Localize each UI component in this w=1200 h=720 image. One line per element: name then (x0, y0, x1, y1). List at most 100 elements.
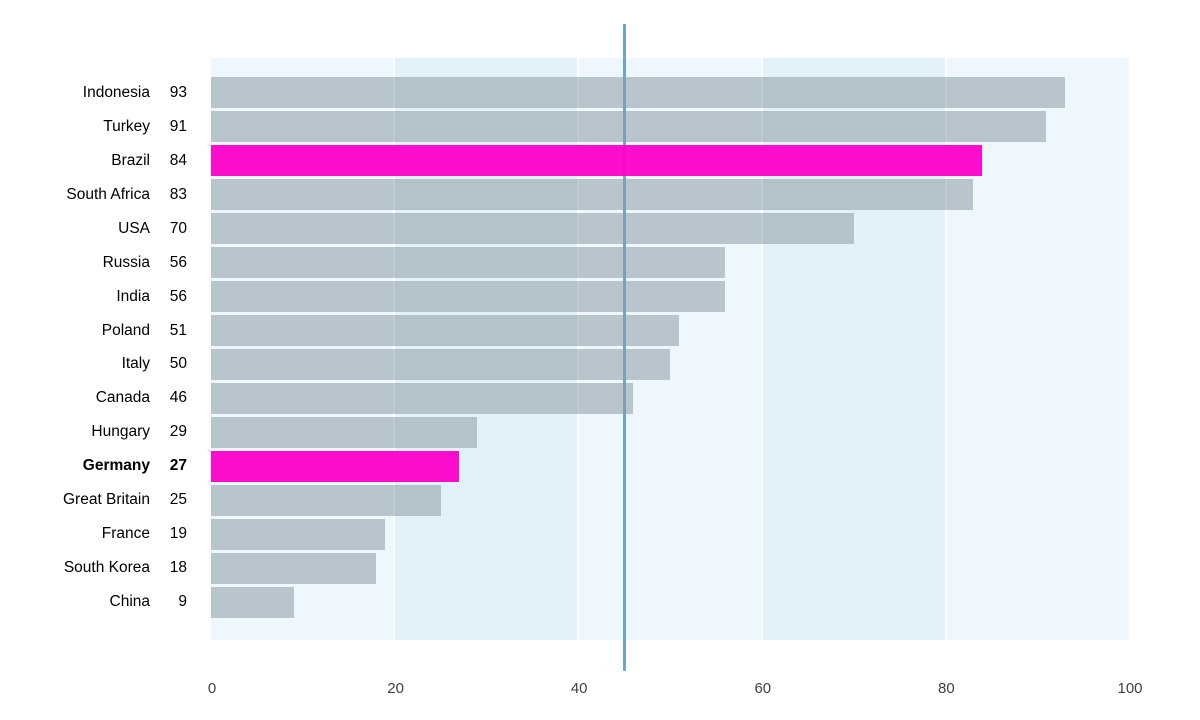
row-label-cell: Hungary 29 (0, 423, 211, 441)
bar (211, 484, 441, 516)
row-country-label: Great Britain (62, 491, 150, 509)
row-value-label: 56 (169, 287, 187, 305)
bar (211, 179, 973, 211)
row-value-label: 46 (169, 389, 187, 407)
bar-track (211, 315, 1129, 347)
row-country-label: South Korea (63, 559, 150, 577)
row-country-label: Indonesia (82, 83, 150, 101)
bar-row: Russia 56 (0, 246, 1129, 280)
row-country-label: Brazil (111, 151, 150, 169)
row-value-label: 50 (169, 355, 187, 373)
bar (211, 77, 1065, 109)
row-label-cell: USA 70 (0, 220, 211, 238)
bar-row: Indonesia 93 (0, 76, 1129, 110)
row-label-cell: Brazil 84 (0, 152, 211, 170)
row-label-cell: Turkey 91 (0, 118, 211, 136)
bar (211, 247, 726, 279)
row-label-cell: Indonesia 93 (0, 84, 211, 102)
bar-row: South Africa 83 (0, 178, 1129, 212)
row-label-cell: Canada 46 (0, 389, 211, 407)
bar-row: France 19 (0, 517, 1129, 551)
bar (211, 111, 1047, 143)
bar-track (211, 348, 1129, 380)
row-label-cell: Poland 51 (0, 322, 211, 340)
row-value-label: 70 (169, 219, 187, 237)
row-value-label: 29 (169, 423, 187, 441)
bar-track (211, 484, 1129, 516)
row-label-cell: Russia 56 (0, 254, 211, 272)
row-value-label: 19 (169, 525, 187, 543)
row-value-label: 25 (169, 491, 187, 509)
x-tick-label: 20 (387, 680, 404, 697)
bar-track (211, 450, 1129, 482)
row-value-label: 56 (169, 253, 187, 271)
bar-row: Poland 51 (0, 314, 1129, 348)
bar-rows: Indonesia 93 Turkey 91 Brazil 84 South Africa 8… (0, 58, 1129, 640)
row-label-cell: South Africa 83 (0, 186, 211, 204)
bar-track (211, 552, 1129, 584)
row-country-label: South Africa (66, 185, 150, 203)
bar-row: Germany 27 (0, 449, 1129, 483)
row-label-cell: India 56 (0, 288, 211, 306)
bar-track (211, 213, 1129, 245)
bar (211, 382, 634, 414)
row-country-label: France (101, 525, 150, 543)
row-country-label: Canada (95, 389, 150, 407)
bar-row: Hungary 29 (0, 415, 1129, 449)
bar-row: Canada 46 (0, 381, 1129, 415)
row-label-cell: Italy 50 (0, 355, 211, 373)
bar-track (211, 145, 1129, 177)
row-country-label: India (116, 287, 150, 305)
bar-track (211, 518, 1129, 550)
x-tick-label: 0 (207, 680, 217, 697)
x-axis: 0 20 40 60 80 100 (0, 680, 1200, 700)
bar-track (211, 111, 1129, 143)
row-country-label: Turkey (103, 117, 150, 135)
row-label-cell: Germany 27 (0, 457, 211, 475)
bar-row: Turkey 91 (0, 110, 1129, 144)
bar-row: India 56 (0, 280, 1129, 314)
bar-row: USA 70 (0, 212, 1129, 246)
row-country-label: Germany (82, 457, 150, 475)
bar (211, 348, 670, 380)
bar-row: Great Britain 25 (0, 483, 1129, 517)
bar (211, 315, 680, 347)
bar-row: Brazil 84 (0, 144, 1129, 178)
reference-line (622, 24, 626, 671)
row-label-cell: France 19 (0, 525, 211, 543)
bar-track (211, 247, 1129, 279)
row-value-label: 84 (169, 151, 187, 169)
row-country-label: USA (118, 219, 150, 237)
row-country-label: Italy (121, 355, 150, 373)
bar-row: South Korea 18 (0, 551, 1129, 585)
row-value-label: 83 (169, 185, 187, 203)
x-tick-label: 100 (1117, 680, 1143, 697)
bar-row: Italy 50 (0, 348, 1129, 382)
row-value-label: 91 (169, 117, 187, 135)
x-tick-label: 80 (938, 680, 955, 697)
x-tick-label: 40 (570, 680, 588, 697)
bar (211, 416, 478, 448)
row-value-label: 18 (169, 559, 187, 577)
row-label-cell: South Korea 18 (0, 559, 211, 577)
row-value-label: 27 (169, 457, 187, 475)
row-value-label: 9 (178, 593, 187, 611)
bar (211, 450, 459, 482)
bar-track (211, 281, 1129, 313)
bar (211, 518, 386, 550)
row-label-cell: Great Britain 25 (0, 491, 211, 509)
row-country-label: Hungary (91, 423, 150, 441)
row-value-label: 51 (169, 321, 187, 339)
row-value-label: 93 (169, 83, 187, 101)
bar-track (211, 77, 1129, 109)
bar-row: China 9 (0, 585, 1129, 619)
bar (211, 145, 983, 177)
bar (211, 213, 854, 245)
bar-track (211, 586, 1129, 618)
x-tick-label: 60 (754, 680, 772, 697)
bar-track (211, 382, 1129, 414)
row-label-cell: China 9 (0, 593, 211, 611)
row-country-label: Russia (102, 253, 150, 271)
row-country-label: China (109, 593, 151, 611)
